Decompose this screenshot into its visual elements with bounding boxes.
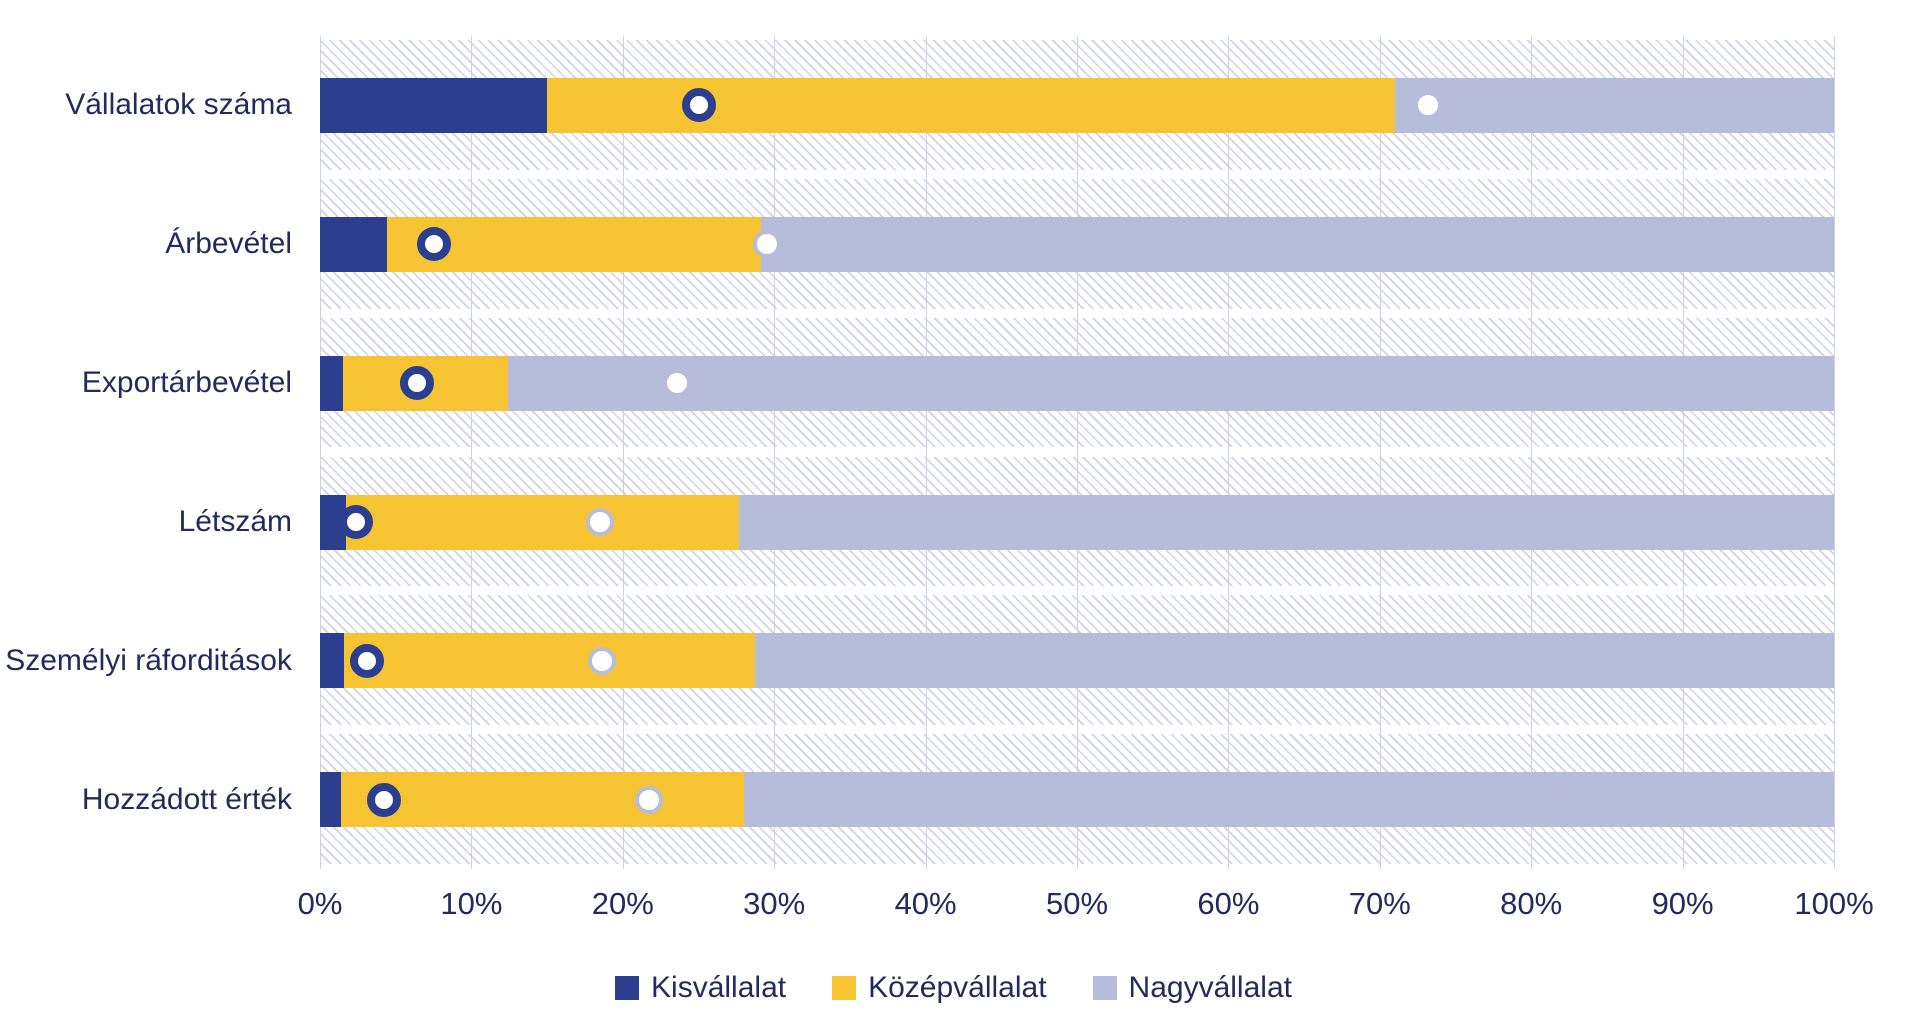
x-axis: 0% 10% 20% 30% 40% 50% 60% 70% 80% 90% 100% bbox=[298, 886, 1874, 926]
legend-swatch-kozepvallalat bbox=[832, 976, 857, 1000]
gridline bbox=[320, 36, 321, 869]
bar-segment-kisvallalat bbox=[320, 355, 343, 411]
legend-item: Kisvállalat bbox=[615, 971, 786, 1005]
gridline bbox=[471, 36, 473, 869]
dot-marker bbox=[634, 785, 663, 814]
category-label: Árbevétel bbox=[165, 227, 292, 261]
bar-segment-nagyvallalat bbox=[739, 494, 1834, 550]
x-tick-label: 30% bbox=[743, 886, 806, 921]
stacked-bar bbox=[320, 78, 1834, 133]
gridline bbox=[1531, 36, 1533, 869]
bar-segment-nagyvallalat bbox=[760, 216, 1834, 272]
bar-segment-kisvallalat bbox=[320, 216, 387, 272]
ring-marker bbox=[399, 366, 434, 401]
ring-marker bbox=[339, 504, 374, 539]
legend-swatch-kisvallalat bbox=[615, 976, 640, 1000]
x-tick-label: 10% bbox=[440, 886, 503, 921]
bar-segment-kisvallalat bbox=[320, 633, 345, 689]
gridline bbox=[1379, 36, 1381, 869]
bar-segment-nagyvallalat bbox=[754, 633, 1834, 689]
legend-label: Középvállalat bbox=[868, 971, 1047, 1004]
x-tick-label: 50% bbox=[1045, 886, 1109, 921]
stacked-bar bbox=[320, 772, 1834, 828]
bar-segment-kisvallalat bbox=[320, 78, 548, 133]
bar-segment-nagyvallalat bbox=[743, 772, 1834, 828]
ring-marker bbox=[349, 643, 384, 678]
bar-segment-nagyvallalat bbox=[1394, 78, 1834, 133]
x-tick-label: 100% bbox=[1794, 886, 1874, 921]
legend-swatch-nagyvallalat bbox=[1092, 976, 1117, 1000]
stacked-bar bbox=[320, 633, 1834, 689]
stacked-bar bbox=[320, 355, 1834, 411]
dot-marker bbox=[1414, 91, 1443, 120]
category-label: Létszám bbox=[178, 504, 292, 538]
gridline bbox=[774, 36, 776, 869]
category-label: Vállalatok száma bbox=[65, 88, 292, 122]
x-tick-label: 60% bbox=[1197, 886, 1260, 921]
x-tick-label: 20% bbox=[591, 886, 654, 921]
gridline bbox=[1834, 36, 1835, 869]
legend-item: Nagyvállalat bbox=[1092, 971, 1292, 1005]
bar-segment-kozepvallalat bbox=[344, 633, 755, 689]
legend: Kisvállalat Középvállalat Nagyvállalat bbox=[0, 958, 1907, 1018]
legend-label: Nagyvállalat bbox=[1128, 971, 1292, 1004]
x-tick-label: 90% bbox=[1651, 886, 1714, 921]
ring-marker bbox=[416, 227, 451, 262]
bar-segment-kozepvallalat bbox=[547, 78, 1395, 133]
x-tick-label: 0% bbox=[297, 886, 343, 921]
x-tick-label: 40% bbox=[894, 886, 957, 921]
y-axis-labels: Vállalatok száma Árbevétel Exportárbevétel… bbox=[0, 36, 292, 869]
bar-segment-kisvallalat bbox=[320, 772, 342, 828]
bar-segment-nagyvallalat bbox=[507, 355, 1834, 411]
legend-label: Kisvállalat bbox=[651, 971, 787, 1004]
ring-marker bbox=[681, 88, 716, 123]
dot-marker bbox=[663, 369, 692, 398]
ring-marker bbox=[366, 782, 401, 817]
dot-marker bbox=[752, 230, 781, 259]
category-label: Exportárbevétel bbox=[81, 366, 292, 400]
gridline bbox=[622, 36, 624, 869]
x-tick-label: 80% bbox=[1500, 886, 1563, 921]
bar-segment-kozepvallalat bbox=[345, 494, 740, 550]
dot-marker bbox=[587, 646, 616, 675]
gridline bbox=[1682, 36, 1684, 869]
gridline bbox=[925, 36, 927, 869]
bar-segment-kozepvallalat bbox=[341, 772, 744, 828]
category-label: Hozzádott érték bbox=[81, 782, 292, 816]
gridline bbox=[1228, 36, 1230, 869]
stacked-bar bbox=[320, 494, 1834, 550]
plot-area bbox=[320, 36, 1835, 869]
gridline bbox=[1077, 36, 1078, 869]
stacked-bar bbox=[320, 216, 1834, 272]
legend-item: Középvállalat bbox=[832, 971, 1047, 1005]
dot-marker bbox=[586, 507, 615, 536]
category-label: Személyi ráforditások bbox=[5, 643, 292, 677]
x-tick-label: 70% bbox=[1348, 886, 1411, 921]
